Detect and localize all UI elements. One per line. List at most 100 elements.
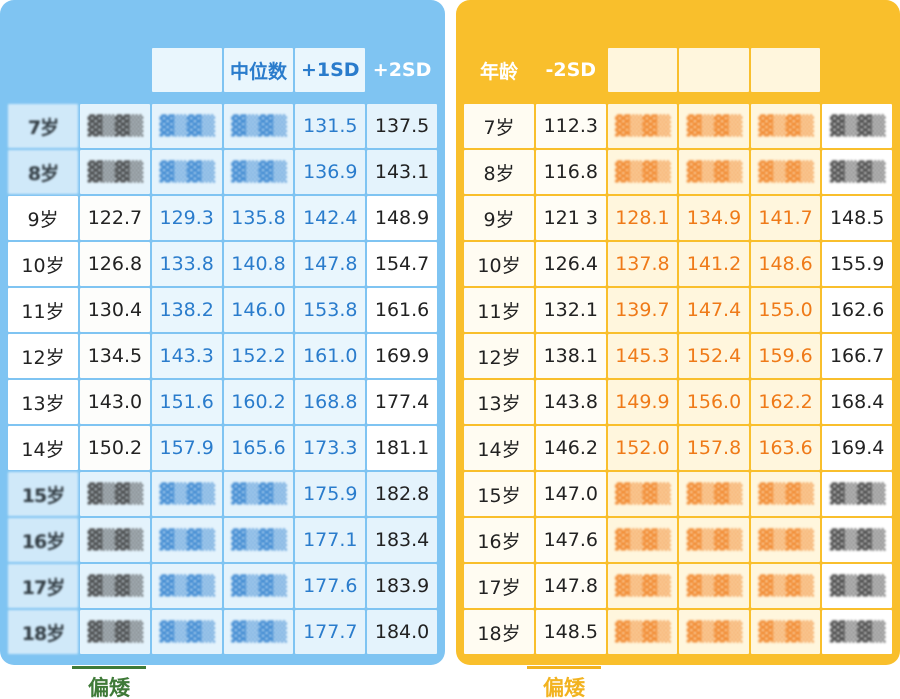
left-table-row: 12岁 134.5 143.3 152.2 161.0 169.9 bbox=[7, 334, 438, 380]
right-value-cell: ▓▒▓▒ bbox=[750, 472, 821, 516]
left-value-cell: 152.2 bbox=[223, 334, 294, 378]
right-age-cell: 9岁 bbox=[464, 196, 534, 240]
right-age-cell: 7岁 bbox=[464, 104, 534, 148]
right-value-cell: 147.0 bbox=[536, 472, 606, 516]
right-value-cell: ▓▒▓▒ bbox=[607, 564, 678, 608]
right-header-col4 bbox=[750, 48, 821, 92]
left-table-row: 15岁 ▓▒▓▒ ▓▒▓▒ ▓▒▓▒ 175.9 182.8 bbox=[7, 472, 438, 518]
left-age-cell: 14岁 bbox=[8, 426, 78, 470]
left-value-cell: 177.4 bbox=[367, 380, 437, 424]
left-value-cell: ▓▒▓▒ bbox=[80, 564, 150, 608]
left-value-cell: ▓▒▓▒ bbox=[151, 104, 222, 148]
right-obscured-value: ▓▒▓▒ bbox=[758, 529, 813, 551]
right-obscured-value: ▓▒▓▒ bbox=[758, 575, 813, 597]
left-obscured-value: ▓▒▓▒ bbox=[87, 161, 143, 183]
right-value-cell: ▓▒▓▒ bbox=[822, 104, 892, 148]
right-value-cell: 162.2 bbox=[750, 380, 821, 424]
right-value-cell: 147.6 bbox=[536, 518, 606, 562]
left-age-cell: 18岁 bbox=[8, 610, 78, 654]
left-value-cell: 135.8 bbox=[223, 196, 294, 240]
left-header-plus1sd: +1SD bbox=[295, 48, 366, 92]
left-age-cell: 10岁 bbox=[8, 242, 78, 286]
left-value-cell: 126.8 bbox=[80, 242, 150, 286]
right-value-cell: ▓▒▓▒ bbox=[679, 610, 749, 654]
right-height-table: 年龄 -2SD 7岁 112.3 ▓▒▓▒ ▓▒▓▒ ▓▒▓▒ ▓▒▓▒ 8岁 116.8 ▓▒… bbox=[456, 0, 900, 665]
left-value-cell: 151.6 bbox=[151, 380, 222, 424]
left-obscured-value: ▓▒▓▒ bbox=[231, 483, 286, 505]
left-table-row: 13岁 143.0 151.6 160.2 168.8 177.4 bbox=[7, 380, 438, 426]
left-value-cell: ▓▒▓▒ bbox=[151, 564, 222, 608]
left-value-cell: 131.5 bbox=[295, 104, 366, 148]
right-value-cell: ▓▒▓▒ bbox=[607, 104, 678, 148]
right-value-cell: ▓▒▓▒ bbox=[607, 518, 678, 562]
right-value-cell: 162.6 bbox=[822, 288, 892, 332]
right-value-cell: 141.2 bbox=[679, 242, 749, 286]
right-value-cell: 146.2 bbox=[536, 426, 606, 470]
left-table-row: 16岁 ▓▒▓▒ ▓▒▓▒ ▓▒▓▒ 177.1 183.4 bbox=[7, 518, 438, 564]
right-age-cell: 16岁 bbox=[464, 518, 534, 562]
left-value-cell: 140.8 bbox=[223, 242, 294, 286]
right-value-cell: 159.6 bbox=[750, 334, 821, 378]
right-value-cell: ▓▒▓▒ bbox=[607, 472, 678, 516]
left-table-row: 10岁 126.8 133.8 140.8 147.8 154.7 bbox=[7, 242, 438, 288]
right-value-cell: 147.8 bbox=[536, 564, 606, 608]
left-value-cell: 148.9 bbox=[367, 196, 437, 240]
left-table-row: 9岁 122.7 129.3 135.8 142.4 148.9 bbox=[7, 196, 438, 242]
right-age-cell: 17岁 bbox=[464, 564, 534, 608]
left-age-cell: 16岁 bbox=[8, 518, 78, 562]
right-table-row: 11岁 132.1 139.7 147.4 155.0 162.6 bbox=[463, 288, 893, 334]
right-value-cell: 126.4 bbox=[536, 242, 606, 286]
right-obscured-value: ▓▒▓▒ bbox=[829, 529, 885, 551]
right-obscured-value: ▓▒▓▒ bbox=[686, 529, 742, 551]
right-obscured-value: ▓▒▓▒ bbox=[829, 483, 885, 505]
left-height-table: 中位数 +1SD +2SD 7岁 ▓▒▓▒ ▓▒▓▒ ▓▒▓▒ 131.5 137.5 8岁… bbox=[0, 0, 445, 665]
left-value-cell: 153.8 bbox=[295, 288, 366, 332]
right-header-col2 bbox=[607, 48, 678, 92]
left-obscured-value: ▓▒▓▒ bbox=[231, 529, 286, 551]
right-value-cell: ▓▒▓▒ bbox=[679, 472, 749, 516]
left-value-cell: ▓▒▓▒ bbox=[80, 150, 150, 194]
left-value-cell: 169.9 bbox=[367, 334, 437, 378]
right-table-row: 13岁 143.8 149.9 156.0 162.2 168.4 bbox=[463, 380, 893, 426]
right-value-cell: 141.7 bbox=[750, 196, 821, 240]
left-value-cell: ▓▒▓▒ bbox=[151, 518, 222, 562]
right-value-cell: 155.0 bbox=[750, 288, 821, 332]
right-age-cell: 13岁 bbox=[464, 380, 534, 424]
left-obscured-value: ▓▒▓▒ bbox=[87, 483, 143, 505]
right-value-cell: ▓▒▓▒ bbox=[822, 610, 892, 654]
right-value-cell: ▓▒▓▒ bbox=[822, 150, 892, 194]
right-value-cell: 152.4 bbox=[679, 334, 749, 378]
right-obscured-value: ▓▒▓▒ bbox=[615, 621, 670, 643]
right-value-cell: 157.8 bbox=[679, 426, 749, 470]
right-value-cell: 148.6 bbox=[750, 242, 821, 286]
left-table-body: 7岁 ▓▒▓▒ ▓▒▓▒ ▓▒▓▒ 131.5 137.5 8岁 ▓▒▓▒ ▓▒▓▒ ▓▒▓▒ 13… bbox=[7, 104, 438, 656]
right-value-cell: ▓▒▓▒ bbox=[750, 564, 821, 608]
left-obscured-value: ▓▒▓▒ bbox=[87, 575, 143, 597]
right-value-cell: 155.9 bbox=[822, 242, 892, 286]
left-value-cell: 150.2 bbox=[80, 426, 150, 470]
left-table-row: 17岁 ▓▒▓▒ ▓▒▓▒ ▓▒▓▒ 177.6 183.9 bbox=[7, 564, 438, 610]
left-obscured-value: ▓▒▓▒ bbox=[159, 529, 214, 551]
right-table-row: 15岁 147.0 ▓▒▓▒ ▓▒▓▒ ▓▒▓▒ ▓▒▓▒ bbox=[463, 472, 893, 518]
left-value-cell: ▓▒▓▒ bbox=[80, 104, 150, 148]
right-value-cell: 139.7 bbox=[607, 288, 678, 332]
right-value-cell: 128.1 bbox=[607, 196, 678, 240]
left-value-cell: ▓▒▓▒ bbox=[80, 610, 150, 654]
left-value-cell: 146.0 bbox=[223, 288, 294, 332]
right-obscured-value: ▓▒▓▒ bbox=[686, 161, 742, 183]
right-value-cell: 156.0 bbox=[679, 380, 749, 424]
left-value-cell: 181.1 bbox=[367, 426, 437, 470]
right-table-row: 18岁 148.5 ▓▒▓▒ ▓▒▓▒ ▓▒▓▒ ▓▒▓▒ bbox=[463, 610, 893, 656]
right-table-row: 16岁 147.6 ▓▒▓▒ ▓▒▓▒ ▓▒▓▒ ▓▒▓▒ bbox=[463, 518, 893, 564]
right-obscured-value: ▓▒▓▒ bbox=[686, 575, 742, 597]
left-value-cell: 175.9 bbox=[295, 472, 366, 516]
left-value-cell: ▓▒▓▒ bbox=[223, 472, 294, 516]
right-header-col5 bbox=[822, 48, 892, 92]
right-value-cell: 166.7 bbox=[822, 334, 892, 378]
left-age-cell: 11岁 bbox=[8, 288, 78, 332]
left-value-cell: 142.4 bbox=[295, 196, 366, 240]
right-value-cell: ▓▒▓▒ bbox=[750, 104, 821, 148]
left-table-row: 8岁 ▓▒▓▒ ▓▒▓▒ ▓▒▓▒ 136.9 143.1 bbox=[7, 150, 438, 196]
right-obscured-value: ▓▒▓▒ bbox=[758, 161, 813, 183]
right-value-cell: 112.3 bbox=[536, 104, 606, 148]
